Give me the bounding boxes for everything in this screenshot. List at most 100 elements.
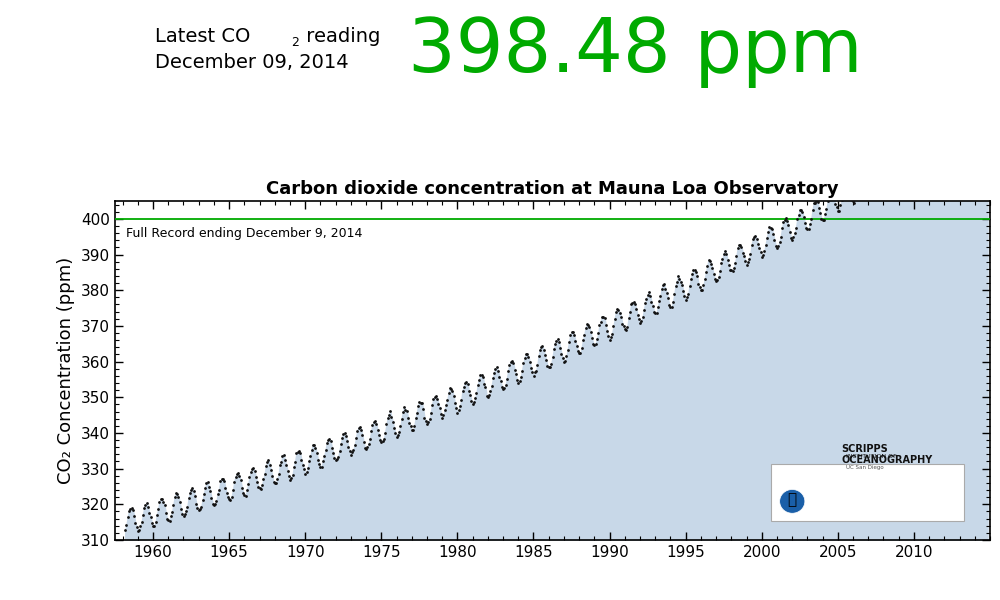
Point bbox=[793, 205, 809, 215]
Point bbox=[627, 299, 643, 309]
Point bbox=[735, 248, 751, 257]
Point bbox=[666, 289, 682, 299]
Point bbox=[947, 110, 963, 120]
Point bbox=[957, 111, 973, 121]
Point bbox=[835, 190, 851, 199]
Point bbox=[578, 323, 594, 333]
Point bbox=[716, 250, 732, 259]
Point bbox=[344, 447, 360, 457]
Point bbox=[788, 223, 804, 232]
Point bbox=[780, 220, 796, 230]
Point bbox=[775, 217, 791, 226]
Point bbox=[826, 194, 842, 204]
Point bbox=[206, 500, 222, 510]
Point bbox=[974, 92, 990, 101]
Point bbox=[976, 89, 992, 98]
Point bbox=[272, 460, 288, 470]
Point bbox=[958, 106, 974, 115]
Point bbox=[636, 305, 652, 315]
Point bbox=[575, 335, 591, 345]
Point bbox=[508, 370, 524, 379]
Point bbox=[306, 440, 322, 450]
Point bbox=[550, 334, 566, 344]
Point bbox=[683, 274, 699, 284]
Y-axis label: CO₂ Concentration (ppm): CO₂ Concentration (ppm) bbox=[57, 257, 75, 484]
Point bbox=[712, 266, 728, 275]
Point bbox=[597, 313, 613, 323]
Point bbox=[638, 294, 654, 304]
Point bbox=[474, 370, 490, 379]
Point bbox=[486, 368, 502, 377]
Point bbox=[805, 205, 821, 215]
Point bbox=[480, 392, 496, 401]
Point bbox=[922, 151, 938, 160]
Point bbox=[547, 339, 563, 349]
Point bbox=[271, 469, 287, 479]
Point bbox=[796, 212, 812, 221]
Point bbox=[216, 476, 232, 486]
Point bbox=[524, 367, 540, 377]
Point bbox=[539, 361, 555, 371]
Point bbox=[309, 448, 325, 458]
Point bbox=[153, 494, 169, 504]
Point bbox=[898, 140, 914, 149]
Point bbox=[704, 263, 720, 273]
Point bbox=[649, 308, 665, 318]
Point bbox=[458, 377, 474, 386]
Point bbox=[348, 433, 364, 443]
Point bbox=[252, 483, 268, 493]
Point bbox=[711, 272, 727, 282]
Point bbox=[543, 359, 559, 368]
Point bbox=[129, 523, 145, 532]
Point bbox=[832, 200, 848, 210]
Point bbox=[342, 446, 358, 456]
Point bbox=[167, 493, 183, 502]
Point bbox=[872, 167, 888, 176]
Point bbox=[150, 505, 166, 514]
Point bbox=[255, 474, 271, 484]
Point bbox=[368, 419, 384, 428]
Point bbox=[760, 227, 776, 236]
Point bbox=[526, 371, 542, 380]
Point bbox=[247, 466, 263, 476]
Point bbox=[726, 263, 742, 273]
Point bbox=[643, 297, 659, 307]
Point bbox=[145, 521, 161, 530]
Point bbox=[174, 509, 190, 518]
Point bbox=[485, 374, 501, 383]
Circle shape bbox=[780, 490, 805, 513]
Point bbox=[626, 297, 642, 307]
Point bbox=[671, 274, 687, 283]
Point bbox=[841, 183, 857, 193]
Point bbox=[585, 339, 601, 349]
Point bbox=[971, 109, 987, 118]
Point bbox=[919, 143, 935, 153]
Point bbox=[784, 235, 800, 245]
Point bbox=[562, 330, 578, 340]
Point bbox=[641, 287, 657, 297]
Point bbox=[395, 407, 411, 417]
Point bbox=[952, 130, 968, 140]
Point bbox=[222, 496, 238, 505]
Point bbox=[154, 494, 170, 504]
Point bbox=[373, 437, 389, 446]
Point bbox=[792, 205, 808, 215]
Point bbox=[494, 382, 510, 391]
Point bbox=[858, 181, 874, 191]
Point bbox=[690, 279, 706, 289]
Point bbox=[457, 378, 473, 388]
Point bbox=[482, 386, 498, 396]
Point bbox=[609, 304, 625, 314]
Point bbox=[618, 325, 634, 334]
Point bbox=[434, 413, 450, 422]
Point bbox=[768, 241, 784, 251]
Point bbox=[907, 157, 923, 167]
Point bbox=[879, 168, 895, 178]
Point bbox=[397, 405, 413, 415]
Point bbox=[829, 202, 845, 212]
Point bbox=[258, 461, 274, 471]
Point bbox=[831, 206, 847, 215]
Point bbox=[758, 240, 774, 250]
Point bbox=[607, 314, 623, 324]
Point bbox=[249, 477, 265, 487]
